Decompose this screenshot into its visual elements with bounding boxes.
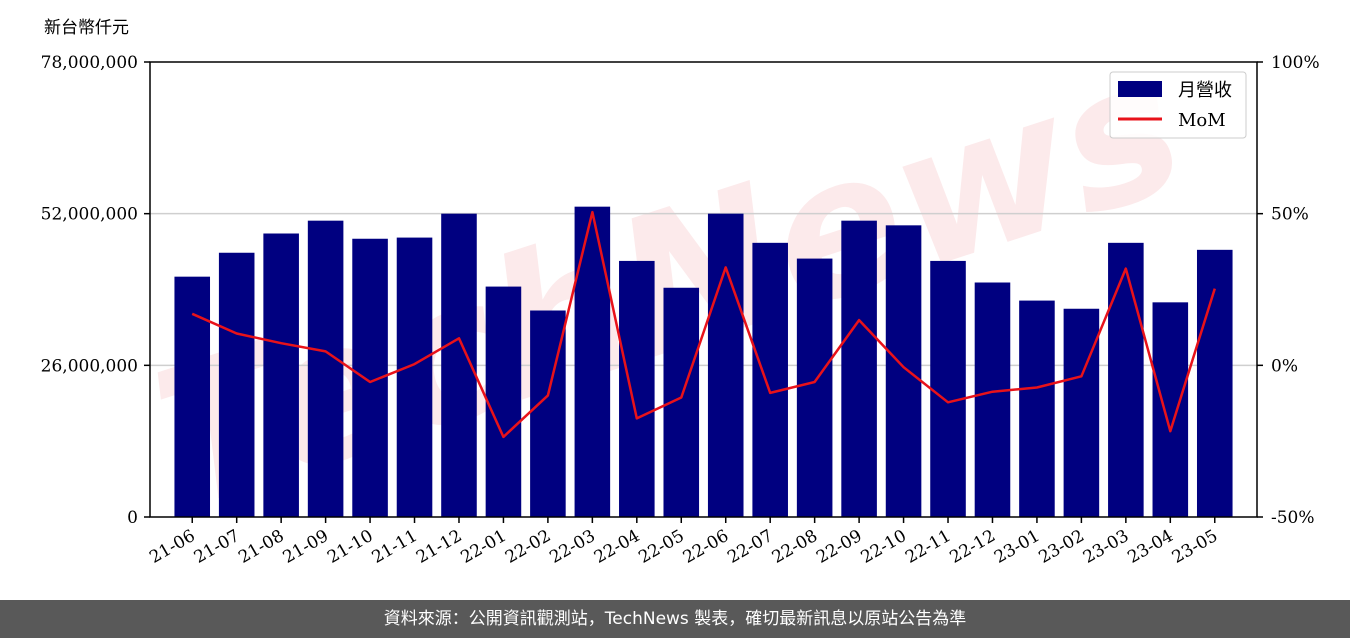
y-right-tick-label: 100% [1271,53,1320,73]
bar-23-02 [1063,308,1100,517]
source-footer: 資料來源：公開資訊觀測站，TechNews 製表，確切最新訊息以原站公告為準 [0,600,1350,638]
x-tick-label: 22-03 [546,526,598,568]
bar-22-12 [974,282,1011,517]
x-tick-label: 23-03 [1080,526,1132,568]
x-tick-label: 22-06 [680,526,732,568]
bar-21-08 [263,233,299,517]
legend-label-line: MoM [1178,110,1226,131]
x-tick-label: 21-11 [369,526,421,568]
legend-swatch-bar [1118,81,1162,97]
x-tick-label: 22-02 [502,526,554,568]
x-tick-label: 22-08 [769,526,821,568]
bar-23-01 [1019,300,1055,517]
bar-23-03 [1108,242,1144,518]
x-tick-label: 21-12 [413,526,465,568]
bar-21-11 [396,237,433,518]
x-tick-label: 21-10 [324,526,376,568]
axes [149,61,1258,518]
y-left-tick-label: 0 [127,508,138,528]
mom-line [191,210,1216,439]
y-right-tick-label: -50% [1271,508,1315,528]
line-series [191,210,1216,439]
x-tick-label: 22-10 [858,526,910,568]
bar-23-05 [1196,249,1233,518]
bar-22-09 [841,220,877,517]
x-tick-label: 22-04 [591,526,643,568]
x-tick-label: 22-11 [902,526,954,568]
plot-frame [149,61,1258,518]
bar-22-10 [885,225,922,518]
y-axis-right: -50% 0% 50% 100% [1257,53,1320,528]
bar-22-08 [796,258,833,517]
bar-22-06 [707,213,744,517]
bar-21-06 [174,276,211,517]
y-axis-unit-label: 新台幣仟元 [44,18,129,38]
x-tick-label: 22-07 [724,526,776,568]
bar-21-09 [307,220,344,517]
legend-label-bar: 月營收 [1178,80,1232,101]
x-tick-label: 23-02 [1035,526,1087,568]
bar-22-03 [574,206,611,517]
y-right-tick-label: 50% [1271,205,1309,225]
bar-21-07 [218,252,255,517]
x-tick-label: 22-09 [813,526,865,568]
y-left-tick-label: 52,000,000 [41,205,138,225]
x-tick-label: 23-01 [991,526,1043,568]
x-axis: 21-0621-0721-0821-0921-1021-1121-1222-01… [146,517,1221,568]
bar-22-11 [930,260,966,517]
bar-22-01 [485,286,522,517]
y-left-tick-label: 78,000,000 [41,53,138,73]
y-axis-left: 0 26,000,000 52,000,000 78,000,000 [41,53,150,528]
x-tick-label: 23-05 [1169,526,1221,568]
bar-23-04 [1152,302,1189,517]
x-tick-label: 21-09 [280,526,332,568]
x-tick-label: 22-05 [635,526,687,568]
bar-22-04 [619,260,655,517]
x-tick-label: 22-01 [457,526,509,568]
legend: 月營收 MoM [1109,71,1247,139]
chart-canvas: TechNews 026,000,00052,000,00078,000,000… [41,14,1320,568]
bar-series [174,206,1233,518]
x-tick-label: 21-06 [146,526,198,568]
x-tick-label: 23-04 [1124,526,1176,568]
y-left-tick-label: 26,000,000 [41,356,138,376]
x-tick-label: 22-12 [947,526,999,568]
y-right-tick-label: 0% [1271,356,1298,376]
bar-22-07 [752,242,788,518]
